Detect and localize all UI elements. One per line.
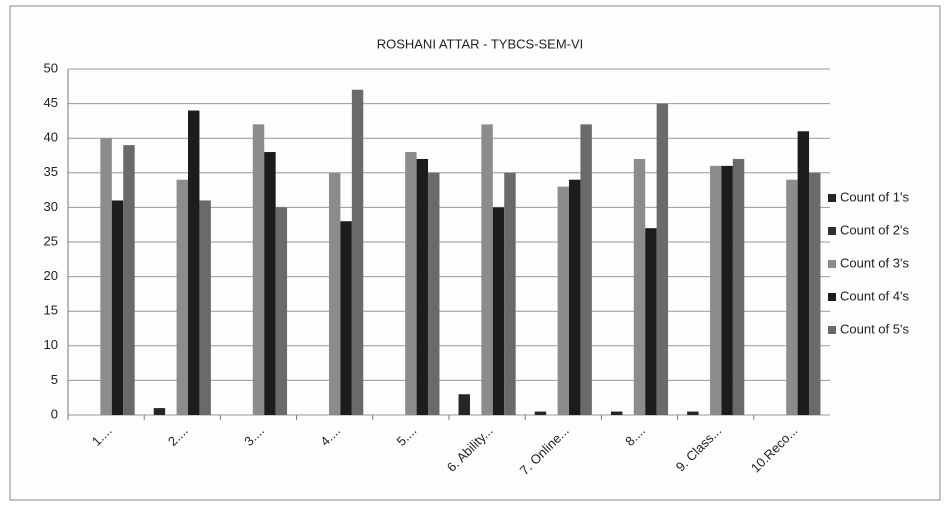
y-tick-label: 10 [44, 337, 58, 352]
legend-swatch [828, 227, 836, 235]
bar [111, 200, 124, 415]
bar [176, 179, 189, 415]
bar [809, 172, 821, 415]
legend-swatch [828, 293, 836, 301]
bar [458, 394, 470, 415]
bar [534, 411, 547, 415]
legend-label: Count of 3's [840, 255, 909, 270]
bar [188, 110, 200, 416]
bar [252, 124, 265, 416]
legend-label: Count of 4's [840, 288, 909, 303]
bar [645, 228, 657, 415]
bar [656, 103, 669, 415]
bar [580, 124, 592, 416]
chart-frame [9, 5, 941, 501]
legend-swatch [828, 260, 836, 268]
chart-title: ROSHANI ATTAR - TYBCS-SEM-VI [377, 36, 584, 51]
bar [709, 165, 722, 415]
bar [428, 172, 440, 415]
y-tick-label: 30 [44, 199, 58, 214]
y-tick-label: 20 [44, 268, 58, 283]
bar [732, 158, 745, 415]
bar [123, 145, 135, 415]
y-tick-label: 35 [44, 164, 58, 179]
bar [275, 207, 288, 415]
bar [633, 158, 646, 415]
y-tick-label: 15 [44, 303, 58, 318]
y-tick-label: 0 [51, 406, 58, 421]
bar [721, 165, 733, 415]
legend-label: Count of 5's [840, 321, 909, 336]
y-tick-label: 40 [44, 130, 58, 145]
legend-swatch [828, 326, 836, 334]
bar [100, 138, 112, 415]
legend-swatch [828, 194, 836, 202]
bar [340, 221, 352, 415]
bar [557, 186, 570, 415]
bar [610, 411, 623, 415]
bar [569, 179, 581, 415]
bar [481, 124, 493, 416]
bar [405, 152, 417, 416]
bar [786, 179, 798, 415]
bar [328, 172, 341, 415]
legend-label: Count of 2's [840, 222, 909, 237]
y-tick-label: 25 [44, 233, 58, 248]
y-tick-label: 50 [44, 60, 58, 75]
bar [153, 408, 166, 415]
bar [199, 200, 211, 415]
bar [504, 172, 516, 415]
bar [687, 411, 699, 415]
bar [797, 131, 810, 415]
y-tick-label: 5 [51, 372, 58, 387]
bar [416, 158, 429, 415]
y-tick-label: 45 [44, 95, 58, 110]
bar [351, 89, 364, 415]
bar [264, 152, 276, 416]
legend-label: Count of 1's [840, 189, 909, 204]
bar [492, 207, 505, 415]
